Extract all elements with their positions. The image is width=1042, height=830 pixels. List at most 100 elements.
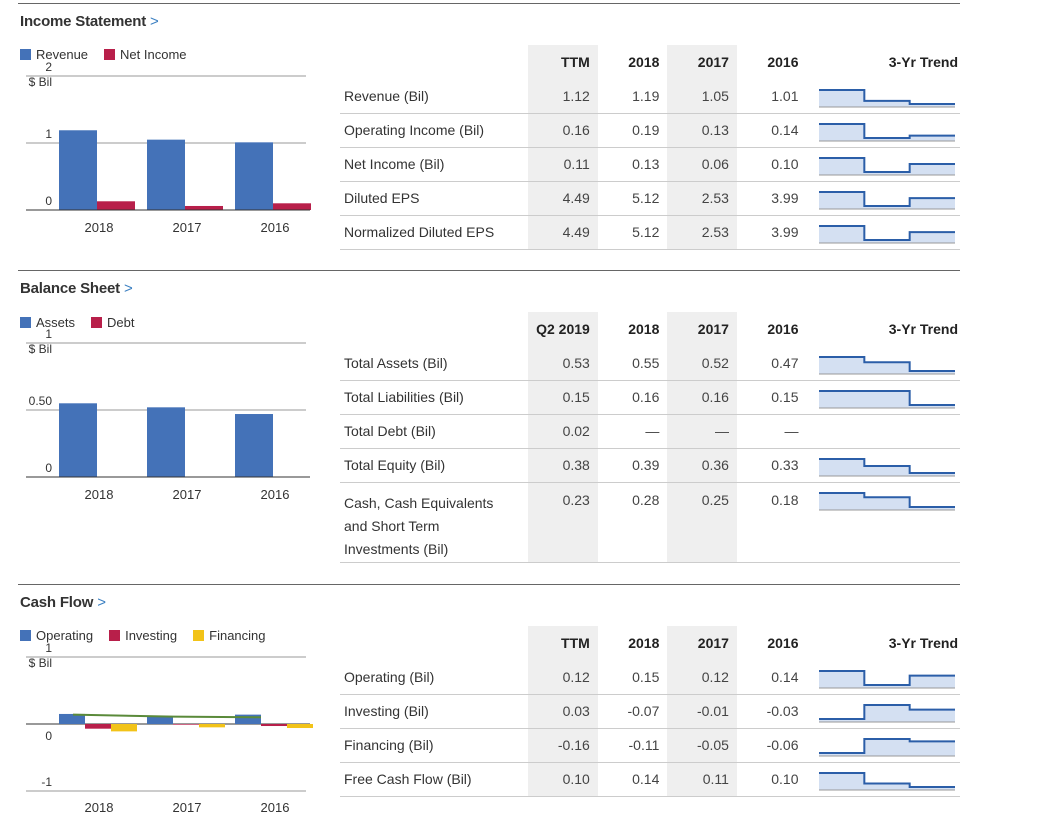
cell-value: 0.36 bbox=[667, 448, 737, 483]
column-header-2017: 2017 bbox=[667, 626, 737, 660]
sparkline-line bbox=[818, 225, 955, 241]
y-tick-label: 0 bbox=[45, 729, 52, 743]
balance-sheet-title[interactable]: Balance Sheet > bbox=[20, 280, 133, 297]
trend-sparkline bbox=[818, 157, 955, 176]
y-tick-label: 1 bbox=[45, 327, 52, 341]
cell-value: 0.18 bbox=[736, 482, 807, 563]
cell-value: 0.19 bbox=[597, 113, 668, 148]
sparkline-area bbox=[818, 670, 955, 688]
row-label: Total Equity (Bil) bbox=[340, 448, 529, 483]
trend-sparkline bbox=[819, 418, 955, 444]
cashflow-legend: Operating Investing Financing bbox=[20, 628, 266, 643]
cell-value: 0.11 bbox=[667, 762, 737, 797]
legend-item-operating: Operating bbox=[20, 628, 93, 643]
trend-cell bbox=[806, 414, 960, 449]
row-label-line: Cash, Cash Equivalents bbox=[344, 494, 494, 511]
trend-cell bbox=[806, 448, 960, 483]
cell-value: 0.33 bbox=[736, 448, 807, 483]
cell-value: 0.55 bbox=[597, 346, 668, 381]
bar-revenue-2018 bbox=[59, 130, 97, 210]
trend-cell bbox=[806, 79, 960, 114]
cell-value: -0.07 bbox=[597, 694, 668, 729]
sparkline-line bbox=[818, 491, 955, 508]
y-tick-label: 0.50 bbox=[29, 394, 53, 408]
sparkline-area bbox=[818, 459, 955, 476]
bar-investing-2018 bbox=[85, 724, 111, 729]
y-tick-label: 1 bbox=[45, 127, 52, 141]
trend-sparkline bbox=[818, 88, 955, 108]
x-tick-label: 2016 bbox=[261, 220, 290, 235]
cell-value: -0.03 bbox=[736, 694, 807, 729]
y-unit-label: $ Bil bbox=[29, 656, 52, 670]
sparkline-line bbox=[818, 390, 955, 406]
cell-value: 5.12 bbox=[597, 215, 668, 250]
trend-sparkline bbox=[818, 355, 955, 375]
cell-value: 0.16 bbox=[667, 380, 737, 415]
bar-net-income-2018 bbox=[97, 201, 135, 210]
y-tick-label: 2 bbox=[45, 60, 52, 74]
table-row: Net Income (Bil) 0.11 0.13 0.06 0.10 bbox=[340, 147, 960, 182]
cell-value: 0.15 bbox=[597, 660, 668, 695]
trend-cell bbox=[806, 482, 960, 563]
cell-value: 0.16 bbox=[528, 113, 598, 148]
table-row: Financing (Bil) -0.16 -0.11 -0.05 -0.06 bbox=[340, 728, 960, 763]
x-tick-label: 2017 bbox=[173, 220, 202, 235]
legend-item-net-income: Net Income bbox=[104, 47, 187, 62]
trend-cell bbox=[806, 215, 960, 250]
row-label: Normalized Diluted EPS bbox=[340, 215, 529, 250]
cell-value: 4.49 bbox=[528, 215, 598, 250]
x-tick-label: 2017 bbox=[173, 487, 202, 502]
cell-value: 0.52 bbox=[667, 346, 737, 381]
bar-assets-2018 bbox=[59, 403, 97, 477]
legend-label: Revenue bbox=[36, 47, 89, 62]
bar-assets-2016 bbox=[235, 414, 273, 477]
legend-swatch bbox=[109, 630, 121, 641]
cell-value: — bbox=[667, 414, 737, 449]
cell-value: -0.06 bbox=[736, 728, 807, 763]
legend-swatch bbox=[193, 630, 205, 641]
cell-value: 0.12 bbox=[528, 660, 598, 695]
y-tick-label: 0 bbox=[45, 461, 52, 475]
row-label: Operating (Bil) bbox=[340, 660, 529, 695]
table-header-row: TTM 2018 2017 2016 3-Yr Trend bbox=[340, 45, 960, 79]
legend-swatch bbox=[20, 630, 31, 641]
bar-net-income-2016 bbox=[273, 203, 311, 210]
x-tick-label: 2016 bbox=[261, 800, 290, 815]
trend-cell bbox=[806, 762, 960, 797]
sparkline-line bbox=[818, 123, 955, 139]
table-row: Revenue (Bil) 1.12 1.19 1.05 1.01 bbox=[340, 79, 960, 114]
row-label: Free Cash Flow (Bil) bbox=[340, 762, 529, 797]
balance-table: Q2 2019 2018 2017 2016 3-Yr Trend Total Asset… bbox=[340, 312, 960, 563]
income-statement-title[interactable]: Income Statement > bbox=[20, 13, 159, 30]
balance-legend: Assets Debt bbox=[20, 315, 134, 330]
row-label: Total Liabilities (Bil) bbox=[340, 380, 529, 415]
table-row: Total Liabilities (Bil) 0.15 0.16 0.16 0.15 bbox=[340, 380, 960, 415]
column-header-2017: 2017 bbox=[667, 45, 737, 79]
income-legend: Revenue Net Income bbox=[20, 47, 187, 62]
y-tick-label: 1 bbox=[45, 641, 52, 655]
cell-value: 0.11 bbox=[528, 147, 598, 182]
row-label: Total Debt (Bil) bbox=[340, 414, 529, 449]
column-header-3-yr-trend: 3-Yr Trend bbox=[888, 54, 958, 70]
cell-value: 0.02 bbox=[528, 414, 598, 449]
cell-value: 0.38 bbox=[528, 448, 598, 483]
trend-cell bbox=[806, 113, 960, 148]
income-chart: 2 $ Bil 1 0 2018 2017 2016 bbox=[18, 60, 318, 254]
column-header-2018: 2018 bbox=[628, 54, 660, 70]
balance-sheet-section: Balance Sheet > Assets Debt 1 $ Bil 0.50 0 201… bbox=[18, 270, 960, 570]
balance-chart-svg: 1$ Bil 0.50 0 2018 2017 2016 bbox=[26, 327, 310, 502]
cash-flow-title[interactable]: Cash Flow > bbox=[20, 594, 106, 611]
legend-swatch bbox=[20, 317, 31, 328]
cell-value: -0.11 bbox=[597, 728, 668, 763]
cashflow-chart-svg: 1$ Bil 0 -1 2018 2017 2016 bbox=[26, 641, 313, 815]
table-row: Operating (Bil) 0.12 0.15 0.12 0.14 bbox=[340, 660, 960, 695]
cell-value: 2.53 bbox=[667, 215, 737, 250]
row-label-line: Investments (Bil) bbox=[344, 540, 449, 557]
legend-label: Net Income bbox=[120, 47, 187, 62]
legend-item-financing: Financing bbox=[193, 628, 266, 643]
cell-value: — bbox=[736, 414, 807, 449]
sparkline-area bbox=[818, 492, 955, 510]
cell-value: 0.16 bbox=[597, 380, 668, 415]
legend-item-assets: Assets bbox=[20, 315, 75, 330]
table-row: Cash, Cash Equivalents and Short Term Inve… bbox=[340, 482, 960, 563]
